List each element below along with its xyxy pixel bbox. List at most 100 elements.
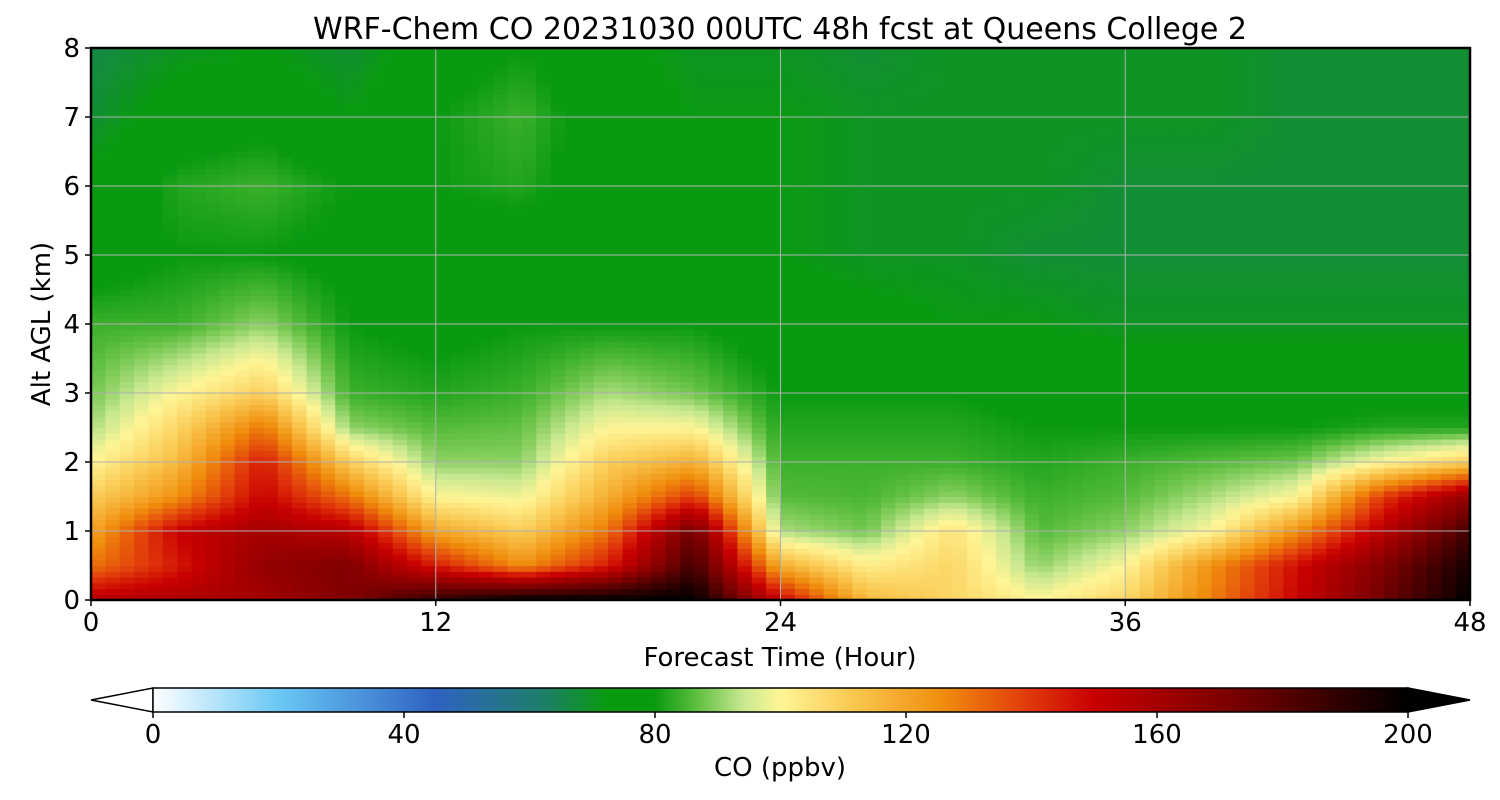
heatmap-cell <box>493 594 509 600</box>
heatmap-cell <box>1240 433 1256 440</box>
heatmap-cell <box>665 496 681 503</box>
heatmap-cell <box>392 352 408 360</box>
heatmap-cell <box>421 370 437 377</box>
heatmap-cell <box>407 421 422 429</box>
heatmap-cell <box>995 513 1011 521</box>
heatmap-cell <box>1311 444 1327 452</box>
heatmap-cell <box>981 490 997 498</box>
heatmap-cell <box>220 554 236 561</box>
heatmap-cell <box>1096 513 1112 521</box>
heatmap-cell <box>1053 347 1069 354</box>
heatmap-cell <box>478 525 494 532</box>
heatmap-cell <box>162 364 178 371</box>
heatmap-cell <box>751 439 767 446</box>
heatmap-cell <box>1355 490 1371 498</box>
heatmap-cell <box>967 548 983 555</box>
heatmap-cell <box>1311 404 1327 411</box>
heatmap-cell <box>349 531 365 538</box>
heatmap-cell <box>177 496 193 503</box>
heatmap-cell <box>1398 324 1414 331</box>
heatmap-cell <box>292 450 308 457</box>
heatmap-cell <box>493 496 509 503</box>
heatmap-cell <box>1139 582 1155 590</box>
heatmap-cell <box>579 433 595 440</box>
heatmap-cell <box>723 433 738 440</box>
heatmap-cell <box>708 479 724 486</box>
heatmap-cell <box>981 439 997 446</box>
heatmap-cell <box>493 525 509 532</box>
heatmap-cell <box>1053 571 1069 578</box>
heatmap-cell <box>421 542 437 549</box>
heatmap-cell <box>306 462 322 469</box>
heatmap-cell <box>392 387 408 394</box>
heatmap-cell <box>967 433 983 440</box>
heatmap-cell <box>1254 485 1270 492</box>
heatmap-cell <box>1053 364 1069 371</box>
heatmap-cell <box>91 559 106 567</box>
heatmap-cell <box>493 439 509 446</box>
heatmap-cell <box>162 439 178 446</box>
heatmap-cell <box>723 571 738 578</box>
heatmap-cell <box>881 502 897 509</box>
heatmap-cell <box>550 456 566 463</box>
heatmap-cell <box>177 479 193 486</box>
heatmap-cell <box>335 404 351 411</box>
heatmap-cell <box>608 502 624 509</box>
heatmap-cell <box>1340 375 1356 383</box>
heatmap-cell <box>665 375 681 383</box>
heatmap-cell <box>823 513 839 521</box>
heatmap-cell <box>277 485 293 492</box>
heatmap-cell <box>162 496 178 503</box>
heatmap-cell <box>507 548 523 555</box>
heatmap-cell <box>335 565 351 572</box>
heatmap-cell <box>507 594 523 600</box>
heatmap-cell <box>1153 456 1169 463</box>
heatmap-cell <box>608 588 624 595</box>
heatmap-cell <box>507 536 523 544</box>
heatmap-cell <box>809 467 825 475</box>
heatmap-cell <box>536 306 552 314</box>
heatmap-cell <box>493 450 509 457</box>
heatmap-cell <box>1412 324 1428 331</box>
heatmap-cell <box>1240 456 1256 463</box>
heatmap-cell <box>335 485 351 492</box>
heatmap-cell <box>536 462 552 469</box>
heatmap-cell <box>320 490 336 498</box>
heatmap-cell <box>708 398 724 406</box>
heatmap-cell <box>1053 559 1069 567</box>
heatmap-cell <box>1024 312 1040 319</box>
heatmap-cell <box>177 490 193 498</box>
heatmap-cell <box>1182 508 1198 515</box>
heatmap-cell <box>249 421 264 429</box>
heatmap-cell <box>421 358 437 365</box>
heatmap-cell <box>1197 375 1213 383</box>
heatmap-cell <box>1168 364 1184 371</box>
heatmap-cell <box>134 467 150 475</box>
heatmap-cell <box>1168 582 1184 590</box>
heatmap-cell <box>952 508 968 515</box>
heatmap-cell <box>148 370 164 377</box>
heatmap-cell <box>751 467 767 475</box>
heatmap-cell <box>378 525 394 532</box>
heatmap-cell <box>1268 467 1284 475</box>
heatmap-cell <box>852 329 868 337</box>
heatmap-cell <box>450 433 466 440</box>
heatmap-cell <box>1211 577 1227 584</box>
heatmap-cell <box>579 485 595 492</box>
heatmap-cell <box>177 370 193 377</box>
heatmap-cell <box>809 410 825 417</box>
heatmap-cell <box>1225 490 1241 498</box>
heatmap-cell <box>1441 536 1457 544</box>
heatmap-cell <box>306 473 322 480</box>
heatmap-cell <box>1240 485 1256 492</box>
heatmap-cell <box>1197 582 1213 590</box>
heatmap-cell <box>1455 462 1470 469</box>
heatmap-cell <box>1225 571 1241 578</box>
heatmap-cell <box>723 444 738 452</box>
heatmap-cell <box>1326 439 1342 446</box>
heatmap-cell <box>191 496 207 503</box>
heatmap-cell <box>1125 398 1141 406</box>
heatmap-cell <box>91 548 106 555</box>
heatmap-cell <box>593 433 609 440</box>
heatmap-cell <box>1340 312 1356 319</box>
